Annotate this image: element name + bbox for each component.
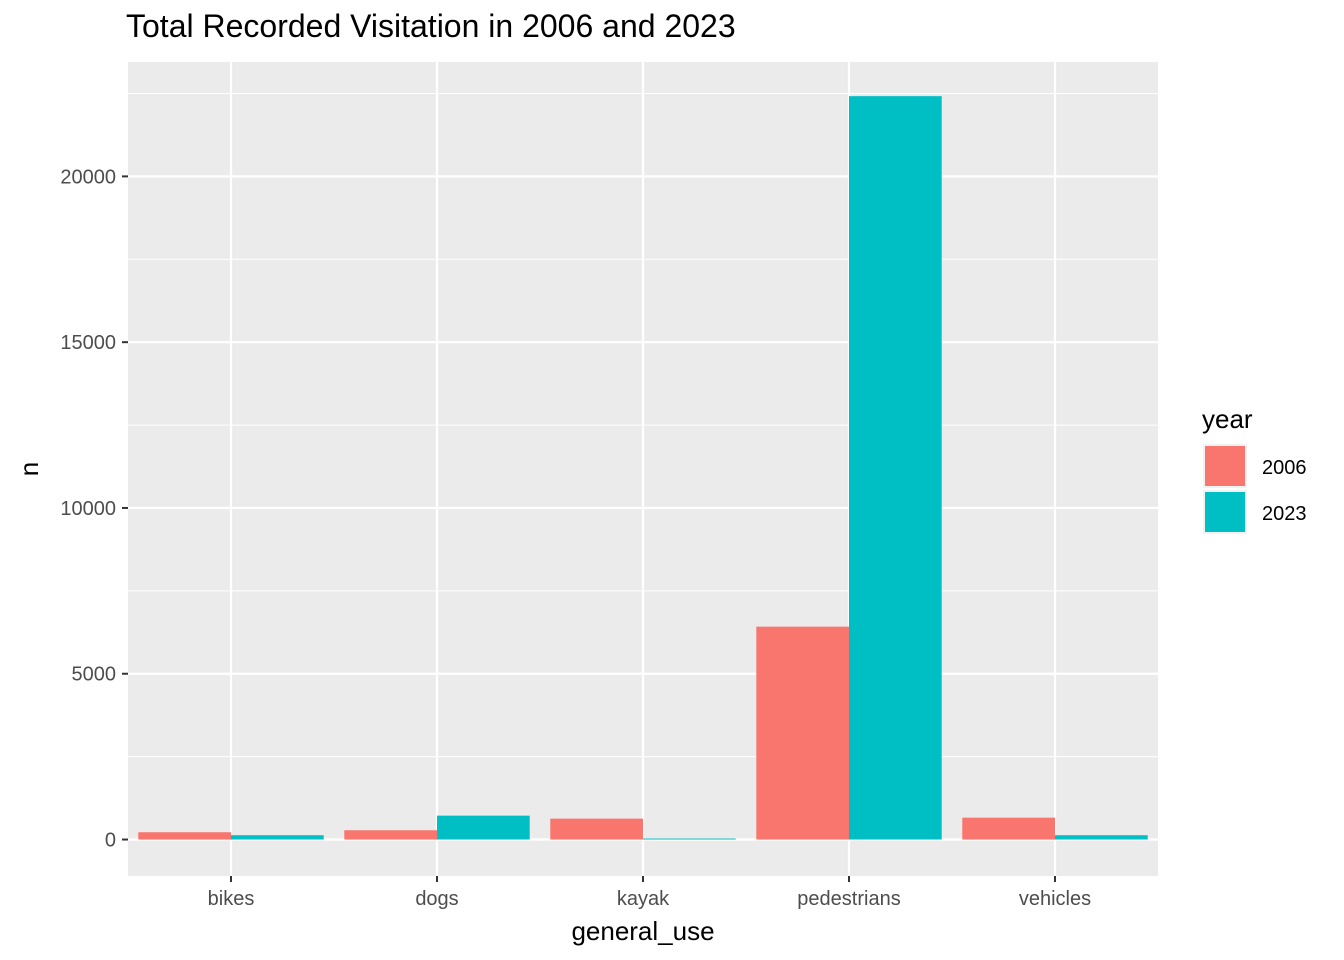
legend-label-2023: 2023	[1262, 503, 1307, 525]
y-tick-label: 5000	[72, 664, 117, 686]
y-tick-label: 0	[105, 830, 116, 852]
x-tick-label: dogs	[415, 888, 458, 910]
legend-swatch-2023	[1205, 492, 1245, 532]
y-axis: 0 5000 10000 15000 20000	[60, 166, 128, 852]
bar-pedestrians-2006	[756, 626, 849, 840]
legend-swatch-2006	[1205, 446, 1245, 486]
bar-bikes-2023	[231, 835, 324, 840]
bar-kayak-2006	[550, 818, 643, 840]
bar-vehicles-2006	[962, 817, 1055, 840]
x-tick-label: bikes	[208, 888, 255, 910]
bar-pedestrians-2023	[849, 96, 942, 840]
y-axis-title: n	[14, 462, 44, 476]
y-tick-label: 15000	[60, 332, 116, 354]
x-tick-label: vehicles	[1019, 888, 1091, 910]
x-axis: bikes dogs kayak pedestrians vehicles	[208, 876, 1091, 910]
x-tick-label: kayak	[617, 888, 670, 910]
y-tick-label: 10000	[60, 498, 116, 520]
bar-vehicles-2023	[1055, 835, 1148, 840]
bar-bikes-2006	[138, 832, 231, 840]
legend-title: year	[1202, 404, 1253, 434]
legend-label-2006: 2006	[1262, 457, 1307, 479]
chart-title: Total Recorded Visitation in 2006 and 20…	[126, 8, 736, 44]
bar-dogs-2023	[437, 815, 530, 840]
bar-kayak-2023	[643, 838, 736, 840]
y-tick-label: 20000	[60, 166, 116, 188]
bars	[138, 96, 1148, 840]
x-axis-title: general_use	[571, 916, 714, 946]
legend-items: 2006 2023	[1203, 444, 1307, 534]
x-tick-label: pedestrians	[797, 888, 900, 910]
bar-dogs-2006	[344, 830, 437, 840]
legend: year 2006 2023	[1202, 404, 1307, 534]
